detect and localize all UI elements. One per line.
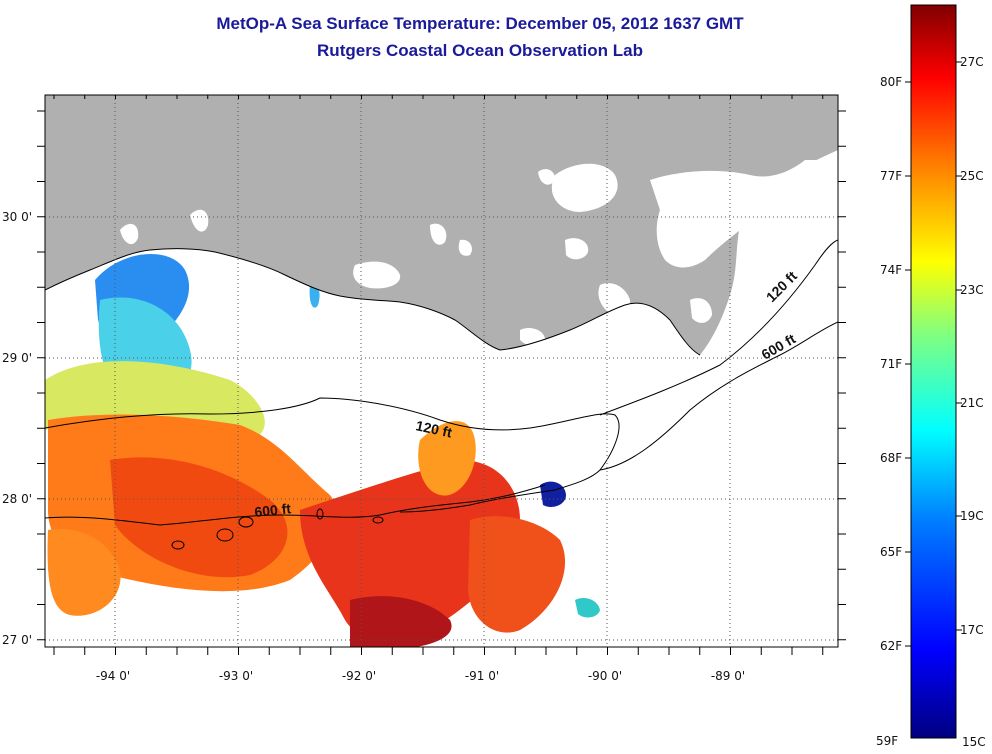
warm-water-patch [418, 421, 476, 496]
colorbar-c-label: 25C [960, 169, 984, 183]
hot-water-patch [350, 596, 452, 647]
contour-600ft-west [45, 484, 546, 526]
colorbar-f-label: 77F [880, 169, 902, 183]
land-mass [45, 95, 838, 355]
seamount-contours [171, 508, 384, 550]
colorbar-f-label: 65F [880, 545, 902, 559]
lon-tick-label: -93 0' [219, 669, 253, 683]
colorbar: 80F 77F 74F 71F 68F 65F 62F 59F 27C 25C … [876, 4, 986, 749]
colorbar-c-label: 15C [962, 735, 986, 749]
lon-tick-label: -92 0' [342, 669, 376, 683]
contour-600ft-east [599, 321, 838, 471]
coastline [45, 248, 701, 356]
contour-label-120ft: 120 ft [414, 417, 453, 440]
sst-data-layer [45, 229, 600, 647]
graticule [45, 95, 838, 647]
warm-water-patch [300, 460, 520, 641]
colorbar-gradient [910, 4, 957, 739]
map-title: MetOp-A Sea Surface Temperature: Decembe… [216, 14, 744, 33]
colorbar-f-label: 80F [880, 75, 902, 89]
warm-water-patch [47, 529, 121, 616]
cold-water-patch [540, 481, 566, 507]
contour-120ft-west [45, 397, 620, 513]
colorbar-f-label: 74F [880, 263, 902, 277]
contour-120ft-east [599, 239, 838, 416]
colorbar-c-label: 23C [960, 283, 984, 297]
colorbar-c-label: 27C [960, 55, 984, 69]
cool-water-patch [309, 284, 320, 308]
cool-water-patch [575, 598, 600, 618]
warm-water-patch [468, 516, 566, 633]
inland-water [120, 160, 838, 346]
lat-tick-label: 30 0' [2, 210, 32, 224]
colorbar-c-label: 17C [960, 623, 984, 637]
colorbar-c-label: 21C [960, 396, 984, 410]
colorbar-f-label: 68F [880, 451, 902, 465]
colorbar-f-label: 59F [876, 734, 898, 748]
colorbar-f-label: 62F [880, 639, 902, 653]
lon-tick-label: -94 0' [96, 669, 130, 683]
colorbar-c-label: 19C [960, 509, 984, 523]
longitude-labels: -94 0' -93 0' -92 0' -91 0' -90 0' -89 0… [96, 669, 745, 683]
lon-tick-label: -89 0' [711, 669, 745, 683]
map-subtitle: Rutgers Coastal Ocean Observation Lab [317, 41, 643, 60]
contour-label-600ft: 600 ft [254, 500, 292, 520]
latitude-labels: 30 0' 29 0' 28 0' 27 0' [2, 210, 32, 647]
colorbar-f-label: 71F [880, 357, 902, 371]
frame-ticks [37, 95, 846, 655]
lat-tick-label: 27 0' [2, 633, 32, 647]
warm-water-patch [110, 457, 288, 578]
lon-tick-label: -90 0' [588, 669, 622, 683]
lon-tick-label: -91 0' [465, 669, 499, 683]
lat-tick-label: 28 0' [2, 492, 32, 506]
lat-tick-label: 29 0' [2, 351, 32, 365]
